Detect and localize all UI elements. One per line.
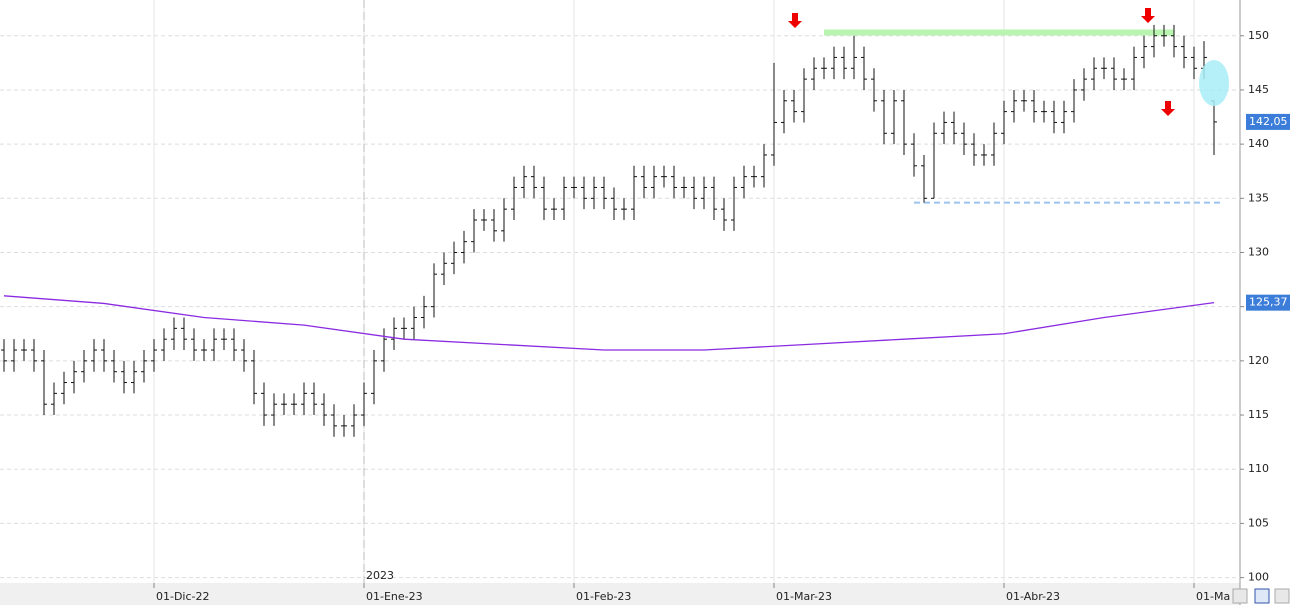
x-tick-label: 01-Ene-23 [366,590,423,603]
x-tick-label: 01-Dic-22 [156,590,210,603]
y-tick-label: 110 [1248,462,1269,475]
y-tick-label: 130 [1248,245,1269,258]
y-tick-label: 140 [1248,137,1269,150]
save-button[interactable] [1254,588,1270,604]
price-label: 125,37 [1249,296,1288,309]
button[interactable] [1232,588,1248,604]
year-label: 2023 [366,569,394,582]
arrow [1141,8,1155,23]
arrow [1161,101,1175,116]
price-label: 142,05 [1249,115,1288,128]
y-tick-label: 135 [1248,191,1269,204]
annotations [788,8,1229,116]
y-tick-label: 105 [1248,516,1269,529]
x-axis-bar [0,583,1240,605]
moving-average [3,295,1215,351]
y-tick-label: 120 [1248,354,1269,367]
x-tick-label: 01-Ma [1196,590,1230,603]
window-buttons [1232,588,1290,604]
price-label-box [1246,294,1290,311]
x-tick-label: 01-Feb-23 [576,590,631,603]
x-tick-label: 01-Abr-23 [1006,590,1060,603]
highlight-ellipse [1199,60,1229,106]
y-tick-label: 150 [1248,29,1269,42]
x-tick-label: 01-Mar-23 [776,590,832,603]
marks: 142,05 125,37 [1,24,1290,437]
button[interactable] [1274,588,1290,604]
y-tick-label: 145 [1248,83,1269,96]
y-tick-label: 115 [1248,408,1269,421]
price-label-box [1246,113,1290,130]
arrow [788,13,802,28]
y-tick-label: 100 [1248,571,1269,584]
